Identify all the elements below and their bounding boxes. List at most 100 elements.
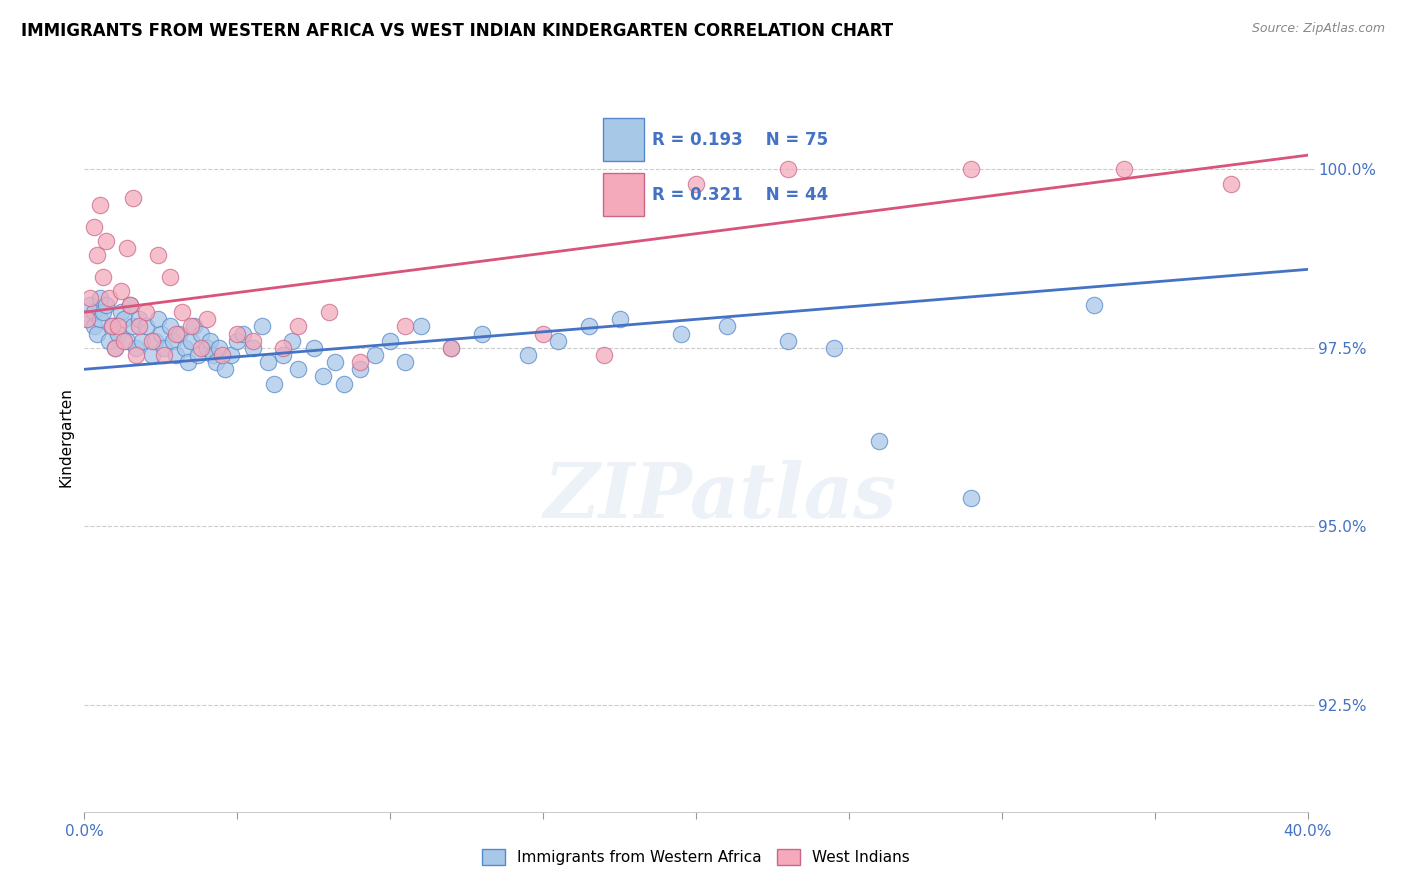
Point — [83, 319, 105, 334]
Point — [409, 319, 432, 334]
Point — [232, 326, 254, 341]
Point — [287, 362, 309, 376]
Point — [165, 326, 187, 341]
Point — [257, 355, 280, 369]
Point — [776, 162, 799, 177]
Point — [263, 376, 285, 391]
Point — [323, 355, 346, 369]
Point — [104, 341, 127, 355]
Point — [776, 334, 799, 348]
Point — [76, 312, 98, 326]
Point — [177, 355, 200, 369]
Point — [172, 305, 194, 319]
Point — [159, 319, 181, 334]
Point — [960, 491, 983, 505]
Point — [531, 326, 554, 341]
Point — [167, 326, 190, 341]
Point — [716, 319, 738, 334]
Point — [97, 334, 120, 348]
Point — [86, 248, 108, 262]
Point — [226, 334, 249, 348]
Point — [394, 355, 416, 369]
Point — [312, 369, 335, 384]
Point — [214, 362, 236, 376]
Point — [180, 334, 202, 348]
Point — [593, 348, 616, 362]
Point — [115, 241, 138, 255]
Point — [198, 334, 221, 348]
Point — [122, 191, 145, 205]
Point — [141, 348, 163, 362]
Point — [128, 319, 150, 334]
Point — [112, 334, 135, 348]
Point — [180, 319, 202, 334]
Point — [823, 341, 845, 355]
Point — [115, 334, 138, 348]
Point — [131, 334, 153, 348]
Point — [153, 341, 176, 355]
Point — [146, 312, 169, 326]
Point — [394, 319, 416, 334]
Point — [135, 305, 157, 319]
Point — [960, 162, 983, 177]
Point — [440, 341, 463, 355]
Point — [97, 291, 120, 305]
Point — [122, 319, 145, 334]
Point — [195, 312, 218, 326]
Point — [135, 319, 157, 334]
Point — [149, 326, 172, 341]
Point — [174, 341, 197, 355]
Y-axis label: Kindergarten: Kindergarten — [58, 387, 73, 487]
Point — [219, 348, 242, 362]
Point — [1083, 298, 1105, 312]
Point — [76, 312, 98, 326]
Point — [79, 298, 101, 312]
Point — [349, 362, 371, 376]
Point — [250, 319, 273, 334]
Point — [91, 305, 114, 319]
Point — [349, 355, 371, 369]
Legend: Immigrants from Western Africa, West Indians: Immigrants from Western Africa, West Ind… — [475, 843, 917, 871]
Point — [159, 269, 181, 284]
Point — [201, 348, 224, 362]
Point — [89, 291, 111, 305]
Point — [146, 248, 169, 262]
Point — [440, 341, 463, 355]
Point — [165, 348, 187, 362]
Point — [271, 341, 294, 355]
Point — [183, 319, 205, 334]
Point — [364, 348, 387, 362]
Point — [516, 348, 538, 362]
Point — [869, 434, 891, 448]
Point — [205, 355, 228, 369]
Point — [141, 334, 163, 348]
Point — [685, 177, 707, 191]
Point — [83, 219, 105, 234]
Point — [91, 269, 114, 284]
Text: IMMIGRANTS FROM WESTERN AFRICA VS WEST INDIAN KINDERGARTEN CORRELATION CHART: IMMIGRANTS FROM WESTERN AFRICA VS WEST I… — [21, 22, 893, 40]
Point — [211, 348, 233, 362]
Point — [669, 326, 692, 341]
Point — [578, 319, 600, 334]
Point — [101, 319, 124, 334]
Point — [83, 305, 105, 319]
Point — [547, 334, 569, 348]
Point — [380, 334, 402, 348]
Point — [287, 319, 309, 334]
Point — [89, 198, 111, 212]
Point — [125, 348, 148, 362]
Point — [1114, 162, 1136, 177]
Point — [208, 341, 231, 355]
Point — [86, 326, 108, 341]
Point — [120, 298, 142, 312]
Point — [104, 341, 127, 355]
Point — [195, 341, 218, 355]
Point — [94, 298, 117, 312]
Point — [190, 326, 212, 341]
Point — [143, 334, 166, 348]
Text: Source: ZipAtlas.com: Source: ZipAtlas.com — [1251, 22, 1385, 36]
Text: ZIPatlas: ZIPatlas — [544, 460, 897, 534]
Point — [186, 348, 208, 362]
Point — [120, 298, 142, 312]
Point — [1220, 177, 1243, 191]
